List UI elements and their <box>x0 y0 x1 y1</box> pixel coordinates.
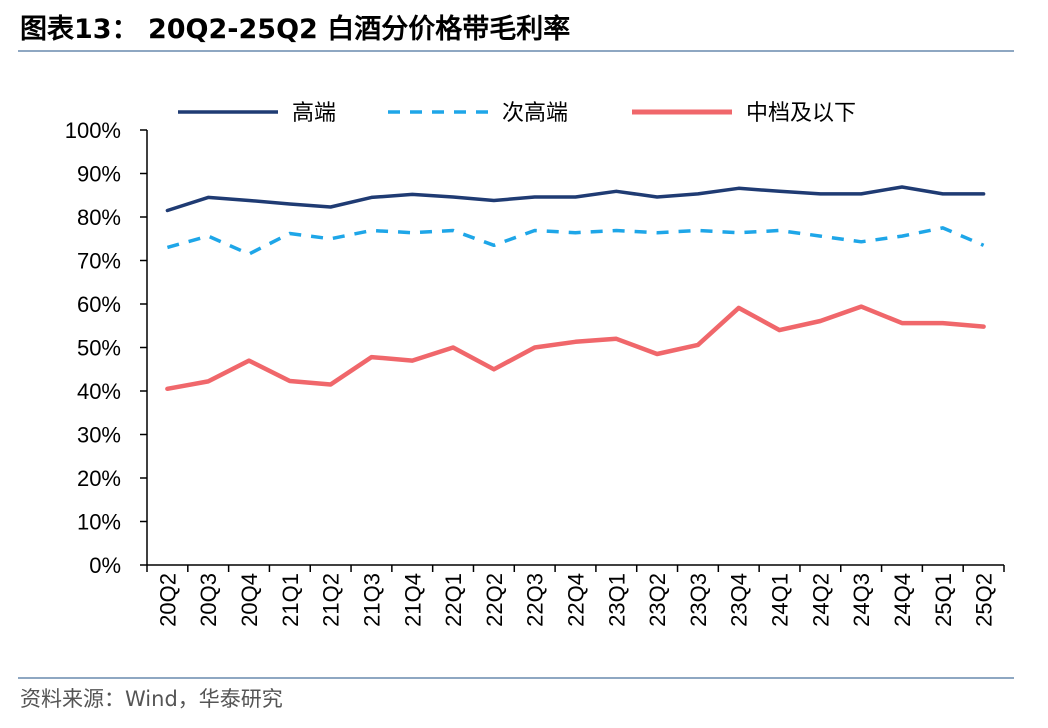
x-tick-label: 24Q4 <box>890 573 915 627</box>
x-tick-label: 20Q4 <box>237 573 262 627</box>
y-tick-label: 10% <box>77 510 121 535</box>
y-tick-label: 30% <box>77 423 121 448</box>
y-tick-label: 100% <box>65 118 121 143</box>
y-tick-label: 90% <box>77 162 121 187</box>
y-tick-label: 40% <box>77 379 121 404</box>
series-line-1 <box>165 185 986 213</box>
x-tick-label: 23Q1 <box>604 573 629 627</box>
chart-title: 图表13： 20Q2-25Q2 白酒分价格带毛利率 <box>20 14 571 45</box>
y-tick-label: 20% <box>77 466 121 491</box>
title-divider <box>18 50 1014 52</box>
y-tick-label: 80% <box>77 205 121 230</box>
x-tick-label: 21Q3 <box>359 573 384 627</box>
y-tick-label: 70% <box>77 249 121 274</box>
x-tick-label: 22Q3 <box>523 573 548 627</box>
x-axis-ticks: 20Q2 20Q3 20Q4 21Q1 21Q2 21Q3 21Q4 22Q1 22Q2 22Q3… <box>146 565 1005 627</box>
x-tick-label: 21Q2 <box>319 573 344 627</box>
x-tick-label: 21Q1 <box>278 573 303 627</box>
x-tick-label: 22Q4 <box>564 573 589 627</box>
x-tick-label: 25Q2 <box>972 573 997 627</box>
series-lines <box>165 185 986 392</box>
legend-label-1: 高端 <box>292 101 336 126</box>
x-tick-label: 25Q1 <box>931 573 956 627</box>
x-tick-label: 24Q1 <box>768 573 793 627</box>
x-tick-label: 22Q1 <box>441 573 466 627</box>
source-note: 资料来源：Wind，华泰研究 <box>20 687 283 711</box>
x-tick-label: 20Q2 <box>155 573 180 627</box>
footer-divider <box>18 677 1014 679</box>
x-tick-label: 23Q2 <box>645 573 670 627</box>
x-tick-label: 22Q2 <box>482 573 507 627</box>
x-tick-label: 21Q4 <box>400 573 425 627</box>
x-tick-label: 23Q4 <box>727 573 752 627</box>
series-line-2 <box>166 226 985 256</box>
x-tick-label: 23Q3 <box>686 573 711 627</box>
legend: 高端 次高端 中档及以下 <box>178 101 856 126</box>
legend-label-2: 次高端 <box>502 101 568 126</box>
y-tick-label: 50% <box>77 336 121 361</box>
x-tick-label: 24Q3 <box>849 573 874 627</box>
y-tick-label: 60% <box>77 292 121 317</box>
x-tick-label: 20Q3 <box>196 573 221 627</box>
legend-label-3: 中档及以下 <box>746 101 856 126</box>
x-tick-label: 24Q2 <box>808 573 833 627</box>
series-line-3 <box>165 304 986 392</box>
y-tick-label: 0% <box>89 553 121 578</box>
y-axis-ticks: 0% 10% 20% 30% 40% 50% 60% 70% 80% 90% 100% <box>65 118 147 578</box>
